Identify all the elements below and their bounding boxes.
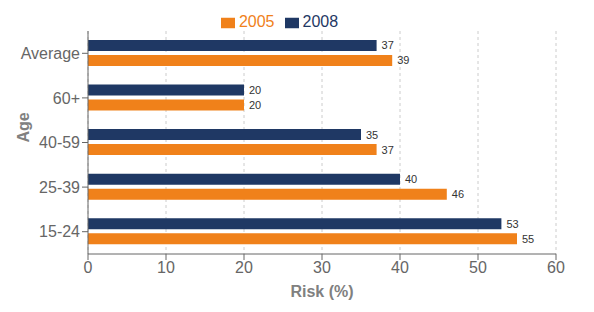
svg-text:25-39: 25-39	[39, 179, 80, 196]
svg-text:40: 40	[405, 173, 417, 185]
svg-text:20: 20	[249, 84, 261, 96]
svg-text:20: 20	[249, 99, 261, 111]
svg-text:40-59: 40-59	[39, 134, 80, 151]
svg-text:35: 35	[366, 129, 378, 141]
svg-text:60: 60	[547, 259, 565, 276]
svg-text:20: 20	[235, 259, 253, 276]
svg-text:37: 37	[382, 144, 394, 156]
svg-text:Age: Age	[15, 112, 32, 142]
svg-text:Average: Average	[21, 45, 80, 62]
svg-text:53: 53	[506, 218, 518, 230]
svg-text:37: 37	[382, 39, 394, 51]
svg-text:15-24: 15-24	[39, 223, 80, 240]
svg-text:50: 50	[469, 259, 487, 276]
svg-text:30: 30	[313, 259, 331, 276]
svg-text:60+: 60+	[53, 90, 80, 107]
svg-text:46: 46	[452, 188, 464, 200]
svg-text:39: 39	[397, 54, 409, 66]
svg-text:Risk (%): Risk (%)	[290, 283, 353, 300]
svg-text:0: 0	[84, 259, 93, 276]
html-text:2005: 2005	[238, 13, 275, 30]
svg-text:10: 10	[157, 259, 175, 276]
html-text:2008: 2008	[302, 13, 339, 30]
svg-text:55: 55	[522, 233, 534, 245]
svg-text:40: 40	[391, 259, 409, 276]
